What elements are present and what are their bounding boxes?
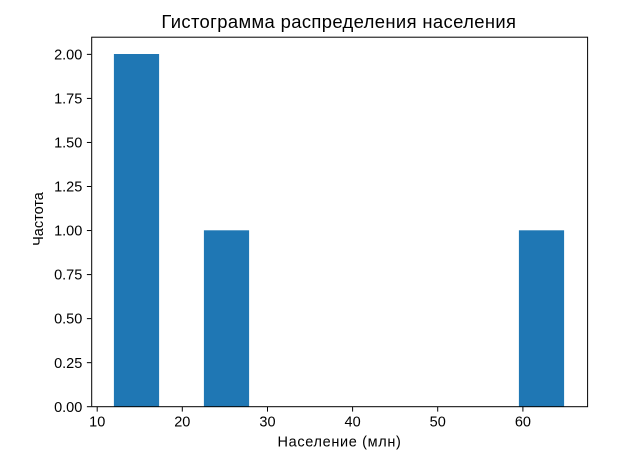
svg-text:2.00: 2.00 (54, 48, 82, 64)
svg-text:1.00: 1.00 (54, 224, 82, 240)
svg-text:0.00: 0.00 (54, 400, 82, 416)
svg-text:Гистограмма распределения насе: Гистограмма распределения населения (161, 11, 516, 32)
svg-text:40: 40 (345, 415, 361, 431)
svg-text:1.75: 1.75 (54, 92, 82, 108)
svg-text:0.75: 0.75 (54, 268, 82, 284)
svg-text:60: 60 (515, 415, 531, 431)
svg-text:Частота: Частота (31, 191, 47, 246)
svg-text:0.50: 0.50 (54, 312, 82, 328)
svg-text:1.25: 1.25 (54, 180, 82, 196)
svg-text:20: 20 (174, 415, 190, 431)
svg-text:30: 30 (259, 415, 275, 431)
svg-text:1.50: 1.50 (54, 136, 82, 152)
svg-text:Население (млн): Население (млн) (278, 435, 402, 451)
svg-text:0.25: 0.25 (54, 356, 82, 372)
svg-text:10: 10 (89, 415, 105, 431)
svg-text:50: 50 (430, 415, 446, 431)
